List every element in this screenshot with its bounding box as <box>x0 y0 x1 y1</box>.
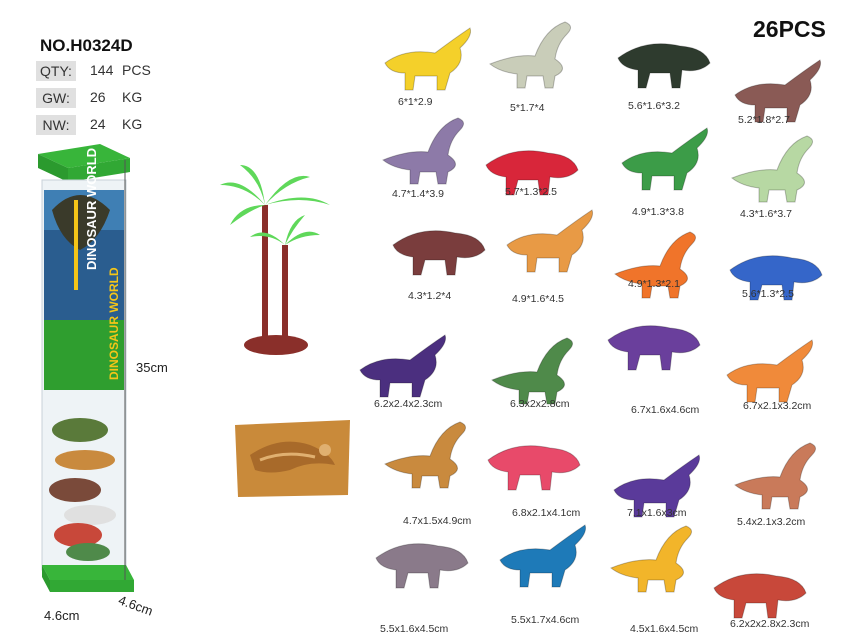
piece-count: 26PCS <box>753 16 826 42</box>
dinosaur-figure <box>621 127 708 191</box>
figure-size-label: 5.2*1.8*2.7 <box>738 114 790 126</box>
dinosaur-figure <box>726 339 813 403</box>
tube-height-label: 35cm <box>136 360 168 375</box>
spec-gw: GW: 26 KG <box>36 88 176 110</box>
figure-size-label: 6.2x2.4x2.3cm <box>374 398 443 410</box>
palm-tree-accessory <box>220 165 330 355</box>
spec-nw: NW: 24 KG <box>36 115 176 137</box>
figure-size-label: 6.7x2.1x3.2cm <box>743 400 812 412</box>
spec-label: NW: <box>36 115 76 135</box>
figure-size-label: 5.4x2.1x3.2cm <box>737 516 806 528</box>
dinosaur-figure <box>617 43 711 89</box>
spec-label: QTY: <box>36 61 76 81</box>
figure-size-label: 6.7x1.6x4.6cm <box>631 404 700 416</box>
dinosaur-figure <box>384 27 471 91</box>
dinosaur-figure <box>607 325 701 371</box>
figure-size-label: 4.9*1.6*4.5 <box>512 293 564 305</box>
figure-size-label: 4.9*1.3*3.8 <box>632 206 684 218</box>
figure-size-label: 7.1x1.6x3cm <box>627 507 687 519</box>
figure-size-label: 6.2x2x2.8x2.3cm <box>730 618 810 630</box>
tube-width-label: 4.6cm <box>44 608 80 623</box>
figure-size-label: 5*1.7*4 <box>510 102 545 114</box>
spec-unit: KG <box>122 89 143 105</box>
figure-size-label: 4.7x1.5x4.9cm <box>403 515 472 527</box>
dinosaur-figure <box>506 209 593 273</box>
figure-size-label: 4.5x1.6x4.5cm <box>630 623 699 635</box>
dinosaur-figure <box>491 337 573 405</box>
spec-unit: KG <box>122 116 143 132</box>
dinosaur-figure <box>734 59 821 123</box>
dinosaur-figure <box>487 445 581 491</box>
dinosaur-figure <box>489 21 571 89</box>
dinosaur-figure <box>613 454 700 518</box>
figure-size-label: 4.7*1.4*3.9 <box>392 188 444 200</box>
dinosaur-figure <box>731 135 813 203</box>
spec-unit: PCS <box>122 62 151 78</box>
tube-logo-text-2: DINOSAUR WORLD <box>107 267 121 380</box>
figure-size-label: 6.3x2x2.8cm <box>510 398 570 410</box>
figure-size-label: 5.6*1.6*3.2 <box>628 100 680 112</box>
figure-size-label: 4.3*1.2*4 <box>408 290 452 302</box>
figure-size-label: 4.9*1.3*2.1 <box>628 278 680 290</box>
dinosaur-figure <box>499 524 586 588</box>
dinosaur-figure <box>359 334 446 398</box>
spec-value: 24 <box>90 116 106 132</box>
figure-size-label: 4.3*1.6*3.7 <box>740 208 792 220</box>
dinosaur-figure <box>614 231 696 299</box>
figure-size-label: 5.7*1.3*2.5 <box>505 186 557 198</box>
dinosaur-figure <box>392 230 486 276</box>
figure-size-label: 6*1*2.9 <box>398 96 433 108</box>
model-number: NO.H0324D <box>40 36 133 55</box>
spec-value: 26 <box>90 89 106 105</box>
tube-logo-text: DINOSAUR WORLD <box>84 148 99 270</box>
dinosaur-figure <box>610 525 692 593</box>
figure-size-label: 6.8x2.1x4.1cm <box>512 507 581 519</box>
fossil-plate-accessory <box>235 420 350 497</box>
spec-value: 144 <box>90 62 114 78</box>
dinosaur-figure <box>713 573 807 619</box>
figure-size-label: 5.6*1.3*2.5 <box>742 288 794 300</box>
spec-qty: QTY: 144 PCS <box>36 61 176 83</box>
dinosaur-figure <box>734 442 816 510</box>
dinosaur-figure <box>729 255 823 301</box>
figure-size-label: 5.5x1.6x4.5cm <box>380 623 449 635</box>
dinosaur-figure <box>384 421 466 489</box>
dinosaur-figure <box>485 150 579 196</box>
figure-size-label: 5.5x1.7x4.6cm <box>511 614 580 626</box>
dinosaur-figure <box>375 543 469 589</box>
height-dimension-line <box>124 160 126 580</box>
tube-package-image: DINOSAUR WORLD DINOSAUR WORLD <box>38 144 134 592</box>
dinosaur-figure <box>382 117 464 185</box>
spec-label: GW: <box>36 88 76 108</box>
